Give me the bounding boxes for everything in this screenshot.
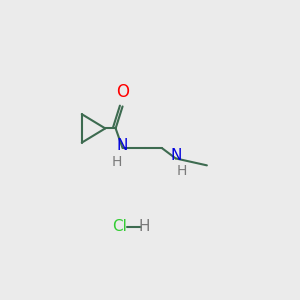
Text: H: H (176, 164, 187, 178)
Text: N: N (117, 138, 128, 153)
Text: H: H (139, 219, 150, 234)
Text: O: O (116, 83, 129, 101)
Text: H: H (112, 155, 122, 169)
Text: Cl: Cl (112, 219, 127, 234)
Text: N: N (170, 148, 182, 163)
